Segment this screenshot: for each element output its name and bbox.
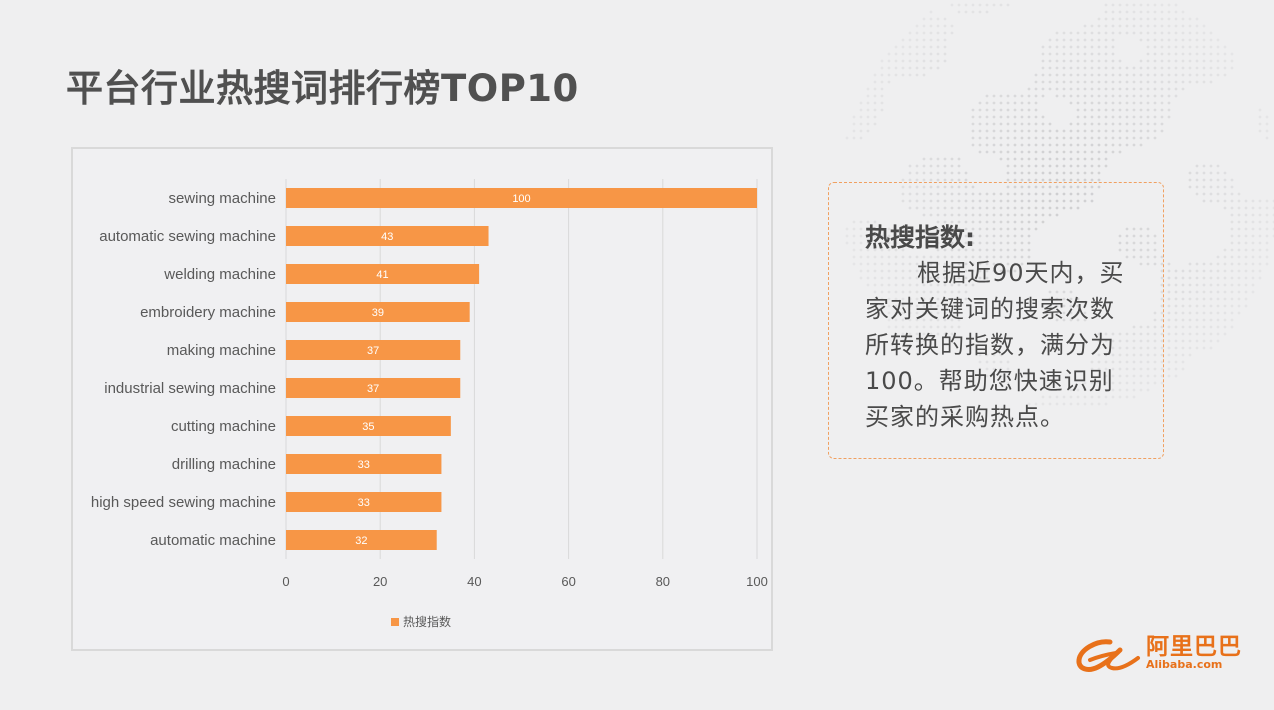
info-heading: 热搜指数: [865,223,975,252]
data-label: 39 [372,307,384,319]
legend-swatch [391,618,399,626]
bar [286,492,442,512]
data-label: 37 [367,345,379,357]
bar [286,264,480,284]
alibaba-logo-icon [1076,639,1140,672]
chart-frame: 0 20 40 60 80 100 sewing machine 100 automatic s… [71,147,773,651]
category-label: embroidery machine [140,304,276,321]
x-tick-label: 80 [656,574,670,589]
category-label: cutting machine [171,418,276,435]
bar [286,188,757,208]
x-tick-label: 40 [467,574,481,589]
x-tick-label: 60 [561,574,575,589]
bar [286,416,451,436]
bar [286,226,489,246]
data-label: 35 [362,421,374,433]
alibaba-logo: 阿里巴巴 Alibaba.com [1076,632,1241,678]
legend-label: 热搜指数 [403,614,451,629]
logo-chinese-text: 阿里巴巴 [1146,634,1242,660]
x-tick-label: 100 [746,574,768,589]
page-title: 平台行业热搜词排行榜TOP10 [66,67,579,110]
bar [286,454,442,474]
data-label: 100 [512,193,530,205]
category-label: making machine [167,342,276,359]
category-label: automatic machine [150,532,276,549]
category-label: high speed sewing machine [91,494,276,511]
data-label: 33 [358,497,370,509]
bar [286,530,437,550]
bar [286,302,470,322]
x-tick-label: 20 [373,574,387,589]
category-label: industrial sewing machine [104,380,276,397]
x-tick-label: 0 [282,574,289,589]
category-label: sewing machine [168,190,276,207]
bar-chart: 0 20 40 60 80 100 sewing machine 100 automatic s… [91,179,768,629]
bar [286,340,461,360]
logo-english-text: Alibaba.com [1146,658,1223,671]
category-label: welding machine [163,266,276,283]
info-box: 热搜指数: 根据近90天内，买家对关键词的搜索次数所转换的指数，满分为100。帮… [828,182,1164,459]
data-label: 33 [358,459,370,471]
data-label: 32 [355,535,367,547]
data-label: 37 [367,383,379,395]
info-body: 根据近90天内，买家对关键词的搜索次数所转换的指数，满分为100。帮助您快速识别… [865,259,1125,431]
globe-decoration [845,3,1274,406]
bar [286,378,461,398]
data-label: 43 [381,231,393,243]
category-label: drilling machine [172,456,276,473]
data-label: 41 [376,269,388,281]
category-label: automatic sewing machine [99,228,276,245]
